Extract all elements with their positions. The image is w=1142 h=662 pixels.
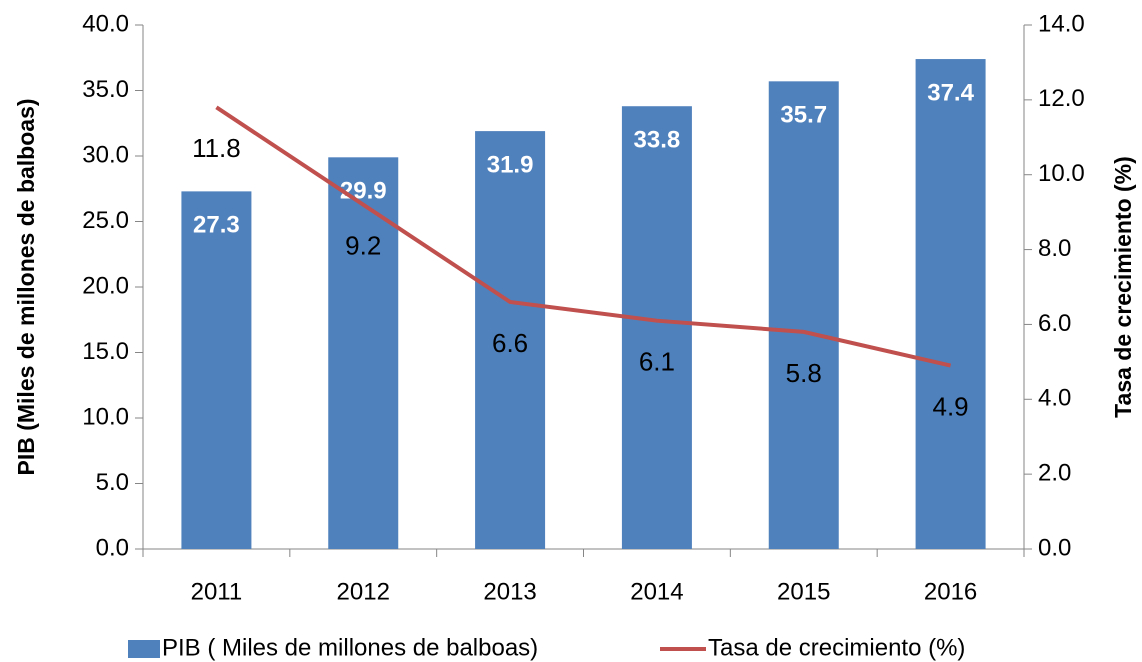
y2-tick-label: 12.0 (1038, 85, 1085, 112)
bar (768, 81, 839, 549)
line-value-label: 6.1 (639, 347, 675, 377)
x-tick-label: 2014 (630, 578, 683, 605)
bar-value-label: 33.8 (634, 127, 681, 154)
y2-tick-label: 10.0 (1038, 160, 1085, 187)
bar (181, 191, 252, 549)
y2-tick-label: 8.0 (1038, 235, 1071, 262)
y2-tick-label: 2.0 (1038, 459, 1071, 486)
y-tick-label: 40.0 (82, 10, 129, 37)
bar-value-label: 35.7 (780, 102, 827, 129)
x-tick-label: 2016 (924, 578, 977, 605)
y-tick-label: 15.0 (82, 338, 129, 365)
y-tick-label: 0.0 (96, 534, 129, 561)
y-tick-label: 20.0 (82, 272, 129, 299)
bar (328, 157, 399, 549)
y-tick-label: 30.0 (82, 141, 129, 168)
bar-value-label: 31.9 (487, 151, 534, 178)
bar-value-label: 29.9 (340, 178, 387, 205)
line-value-label: 11.8 (192, 133, 241, 163)
bar (475, 131, 546, 550)
y-axis-title: PIB (Miles de millones de balboas) (13, 98, 39, 475)
line-value-label: 9.2 (345, 231, 381, 261)
bar (915, 59, 986, 550)
x-tick-label: 2011 (191, 578, 243, 605)
bar (621, 106, 692, 549)
y-tick-label: 10.0 (82, 403, 129, 430)
y2-tick-label: 4.0 (1038, 385, 1071, 412)
line (215, 105, 952, 368)
bar-value-label: 37.4 (927, 79, 974, 106)
y2-tick-label: 0.0 (1038, 534, 1071, 561)
legend-label: PIB ( Miles de millones de balboas) (162, 634, 538, 661)
y2-tick-label: 6.0 (1038, 310, 1071, 337)
x-tick-label: 2012 (337, 578, 390, 605)
line-value-label: 5.8 (786, 358, 822, 388)
line-value-label: 6.6 (492, 328, 528, 358)
legend-label: Tasa de crecimiento (%) (708, 634, 965, 661)
y-tick-label: 35.0 (82, 76, 129, 103)
x-tick-label: 2013 (483, 578, 536, 605)
bar-value-label: 27.3 (193, 212, 240, 239)
x-tick-label: 2015 (777, 578, 830, 605)
legend-swatch (128, 640, 160, 658)
y2-axis-title: Tasa de crecimiento (%) (1110, 156, 1136, 418)
y-tick-label: 25.0 (82, 207, 129, 234)
line-value-label: 4.9 (933, 391, 969, 421)
y-tick-label: 5.0 (96, 469, 129, 496)
y2-tick-label: 14.0 (1038, 10, 1085, 37)
